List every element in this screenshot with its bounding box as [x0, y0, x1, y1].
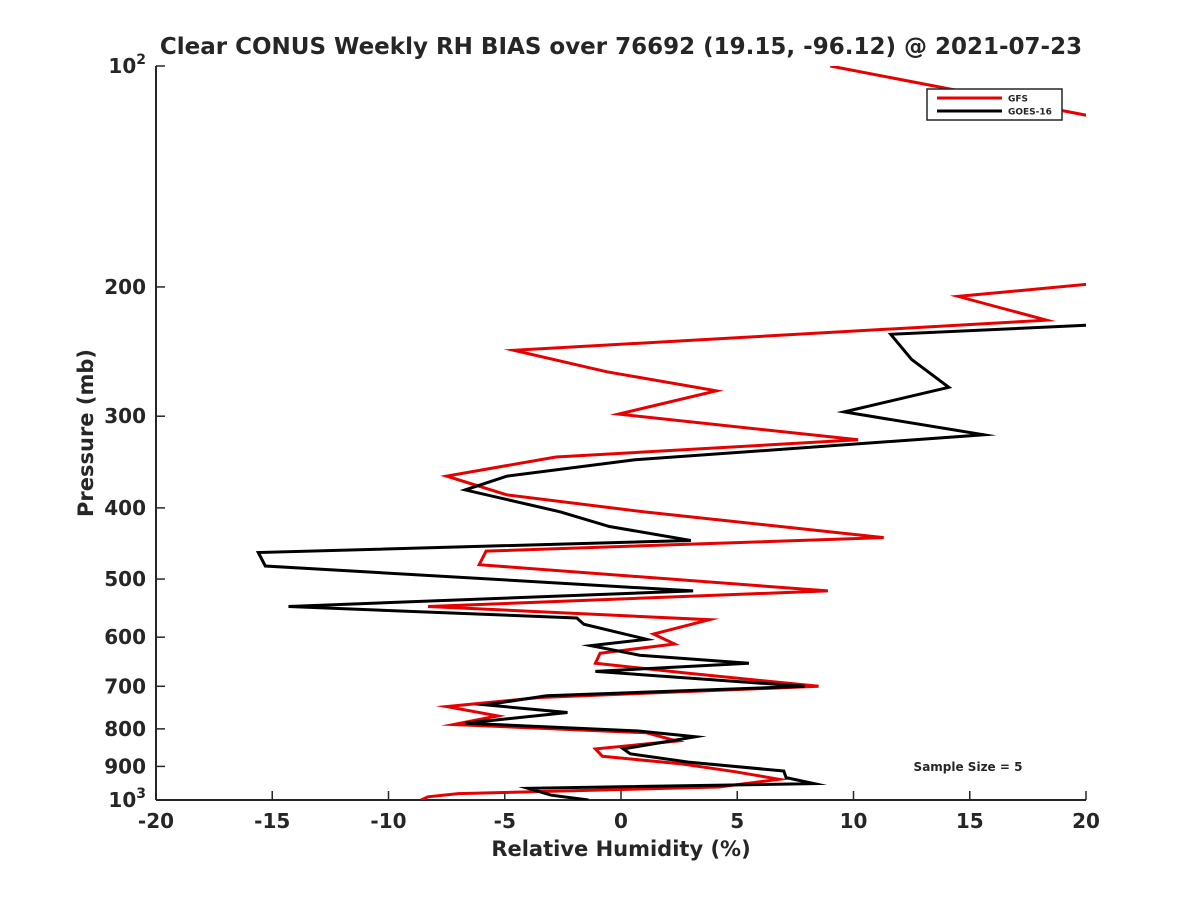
- y-tick-label: 800: [104, 717, 146, 741]
- y-tick-label: 400: [104, 496, 146, 520]
- legend: GFS GOES-16: [926, 88, 1063, 121]
- x-tick-label: 0: [614, 809, 628, 833]
- x-tick-label: 10: [840, 809, 868, 833]
- series-line-gfs: [420, 66, 1086, 800]
- series-line-goes-16: [255, 323, 1086, 800]
- y-tick-label: 103: [108, 786, 146, 812]
- axes: -20 -15 -10 -5 0 5 10 15 20 102 200 300 400 500 600 700…: [104, 52, 1100, 833]
- x-tick-label: 5: [730, 809, 744, 833]
- x-tick-label: -15: [254, 809, 290, 833]
- y-axis-label: Pressure (mb): [74, 349, 98, 517]
- x-axis-label: Relative Humidity (%): [491, 837, 750, 861]
- plot-area: [255, 66, 1086, 800]
- legend-box: [926, 88, 1063, 121]
- x-tick-label: -10: [370, 809, 406, 833]
- y-tick-label: 900: [104, 754, 146, 778]
- x-tick-label: -20: [138, 809, 174, 833]
- y-tick-label: 700: [104, 674, 146, 698]
- x-tick-label: 15: [956, 809, 984, 833]
- sample-size-annotation: Sample Size = 5: [914, 760, 1023, 774]
- x-tick-label: -5: [494, 809, 516, 833]
- y-tick-label: 102: [108, 52, 146, 78]
- y-tick-label: 200: [104, 275, 146, 299]
- series-group: [255, 66, 1086, 800]
- legend-label-gfs: GFS: [1008, 95, 1028, 105]
- y-tick-label: 500: [104, 567, 146, 591]
- y-tick-label: 600: [104, 625, 146, 649]
- chart-title: Clear CONUS Weekly RH BIAS over 76692 (1…: [160, 34, 1082, 60]
- y-tick-label: 300: [104, 404, 146, 428]
- x-tick-label: 20: [1072, 809, 1100, 833]
- legend-label-goes-16: GOES-16: [1008, 108, 1052, 118]
